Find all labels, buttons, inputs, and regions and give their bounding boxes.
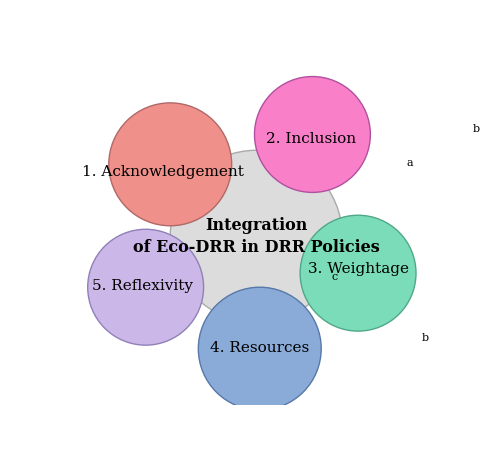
Text: of Eco-DRR in DRR Policies: of Eco-DRR in DRR Policies [133,238,380,255]
Text: 1. Acknowledgement: 1. Acknowledgement [82,165,244,179]
Text: Integration: Integration [205,216,308,233]
Text: b: b [473,124,480,134]
Text: a: a [406,157,413,167]
Circle shape [170,151,342,323]
Circle shape [198,288,321,410]
Text: 2. Inclusion: 2. Inclusion [266,131,356,146]
Text: c: c [332,271,338,281]
Text: b: b [422,332,429,342]
Text: 5. Reflexivity: 5. Reflexivity [92,279,192,293]
Text: 4. Resources: 4. Resources [210,340,310,354]
Circle shape [109,104,232,226]
Circle shape [88,230,204,345]
Circle shape [254,77,370,193]
Circle shape [300,216,416,331]
Text: 3. Weightage: 3. Weightage [308,261,408,275]
